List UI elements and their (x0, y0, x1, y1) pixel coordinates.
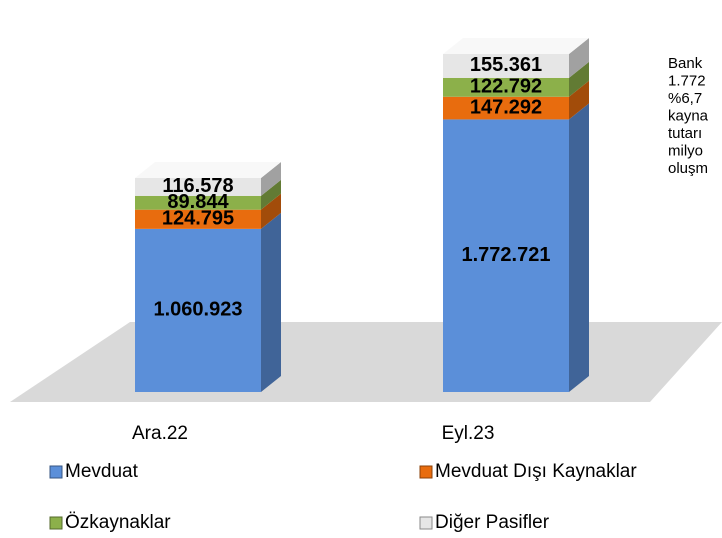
bar-top (135, 161, 281, 178)
value-label: 1.060.923 (154, 299, 243, 321)
legend-label: Diğer Pasifler (435, 512, 550, 533)
value-label: 1.772.721 (462, 244, 551, 266)
bar-side (261, 193, 281, 229)
floor (10, 322, 722, 402)
bar-segment (135, 195, 261, 210)
annotation: milyo (668, 142, 703, 159)
bar-segment (443, 96, 569, 120)
value-label: 89.844 (167, 191, 229, 213)
annotation: kayna (668, 107, 709, 124)
bar-side (569, 61, 589, 97)
bar-top (443, 38, 589, 54)
bar-side (261, 212, 281, 392)
value-label: 124.795 (162, 208, 234, 230)
value-label: 122.792 (470, 76, 542, 98)
legend-marker (49, 516, 63, 530)
bar-side (261, 179, 281, 210)
bar-segment (443, 119, 569, 392)
annotation: 1.772 (668, 72, 706, 89)
bar-segment (443, 54, 569, 78)
bar-side (569, 80, 589, 120)
legend-label: Mevduat Dışı Kaynaklar (435, 461, 637, 482)
value-label: 116.578 (162, 175, 233, 197)
legend-marker (419, 465, 433, 479)
annotation: Bank (668, 55, 703, 72)
legend-label: Mevduat (65, 461, 139, 482)
annotation: %6,7 (668, 90, 702, 107)
bar-segment (135, 209, 261, 229)
value-label: 155.361 (470, 54, 542, 76)
bar-side (569, 103, 589, 392)
x-tick-label: Eyl.23 (442, 423, 495, 444)
bar-segment (135, 177, 261, 196)
bar-side (569, 38, 589, 78)
legend-marker (49, 465, 63, 479)
value-label: 147.292 (470, 96, 542, 118)
legend-label: Özkaynaklar (65, 512, 171, 533)
legend-marker (419, 516, 433, 530)
x-tick-label: Ara.22 (132, 423, 188, 444)
bar-side (261, 161, 281, 196)
bar-segment (135, 228, 261, 392)
bar-segment (443, 77, 569, 97)
annotation: oluşm (668, 160, 708, 177)
annotation: tutarı (668, 125, 702, 142)
